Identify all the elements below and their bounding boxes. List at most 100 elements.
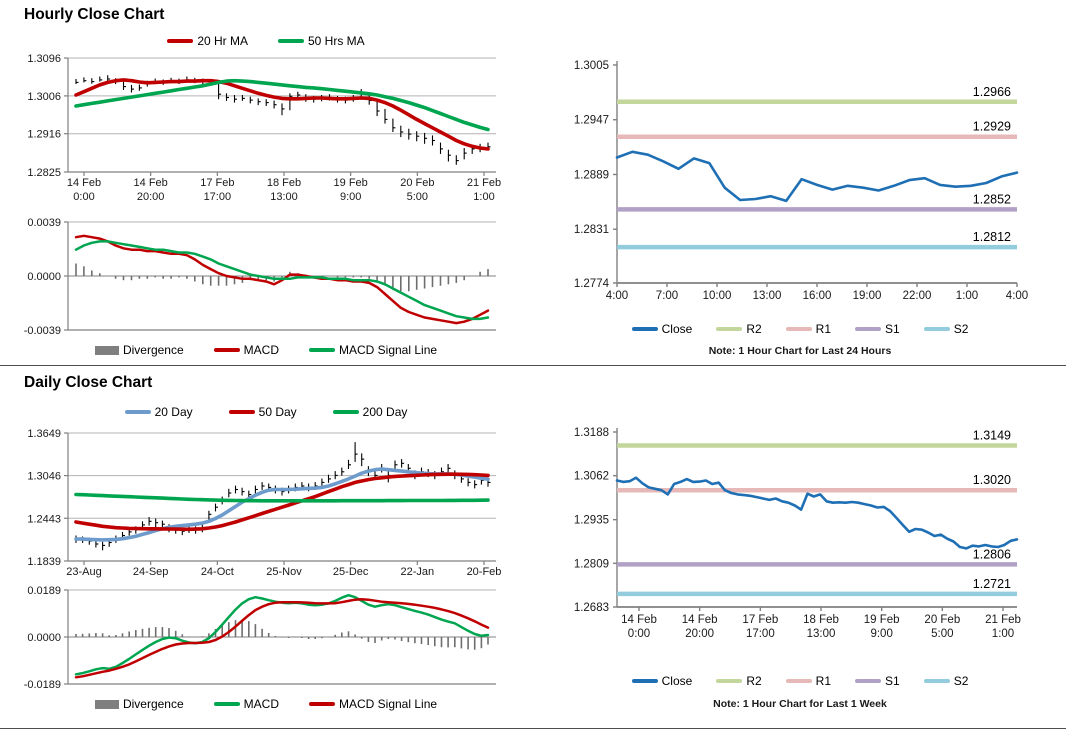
svg-text:1.2774: 1.2774 xyxy=(574,278,610,290)
svg-text:4:00: 4:00 xyxy=(1006,290,1028,302)
svg-text:25-Dec: 25-Dec xyxy=(333,566,369,578)
svg-text:13:00: 13:00 xyxy=(270,191,298,203)
daily-section-title: Daily Close Chart xyxy=(24,374,153,391)
svg-text:1:00: 1:00 xyxy=(473,191,494,203)
svg-text:24-Oct: 24-Oct xyxy=(201,566,234,578)
series-line-close xyxy=(615,476,1019,550)
svg-text:4:00: 4:00 xyxy=(606,290,628,302)
20-hr-ma-swatch-icon xyxy=(167,39,194,43)
daily-price-chart: 1.3649 1.3046 1.2443 1.1839 23-Aug 24-Sep 24-O… xyxy=(27,428,501,578)
divergence-bars xyxy=(75,263,489,292)
close-swatch-icon xyxy=(631,679,658,683)
legend-item-50-hrs-ma: 50 Hrs MA xyxy=(278,34,365,48)
svg-text:19:00: 19:00 xyxy=(853,290,882,302)
svg-text:1.3188: 1.3188 xyxy=(574,427,609,439)
series-line-macd-signal-line xyxy=(74,240,490,321)
series-line-20-hr-ma xyxy=(74,78,490,151)
legend-label: 200 Day xyxy=(362,405,408,419)
svg-text:1.3096: 1.3096 xyxy=(27,53,61,65)
legend-label: R1 xyxy=(815,322,831,336)
svg-text:22:00: 22:00 xyxy=(903,290,932,302)
svg-text:0:00: 0:00 xyxy=(73,191,94,203)
legend-label: Close xyxy=(661,322,693,336)
hourly-pivot-note: Note: 1 Hour Chart for Last 24 Hours xyxy=(708,345,892,357)
daily-macd-legend: Divergence MACD MACD Signal Line xyxy=(10,697,522,711)
svg-text:18 Feb: 18 Feb xyxy=(803,614,839,626)
series-line-50-day xyxy=(74,472,490,532)
section-divider xyxy=(0,365,1066,366)
svg-text:21 Feb: 21 Feb xyxy=(467,177,501,189)
svg-text:0.0000: 0.0000 xyxy=(27,271,61,283)
legend-item-s1: S1 xyxy=(855,674,900,688)
svg-text:1.2825: 1.2825 xyxy=(27,167,61,179)
svg-text:13:00: 13:00 xyxy=(807,628,836,640)
daily-pivot-note: Note: 1 Hour Chart for Last 1 Week xyxy=(713,698,887,710)
legend-label: S2 xyxy=(953,674,969,688)
legend-item-divergence: Divergence xyxy=(94,697,184,711)
svg-text:-0.0189: -0.0189 xyxy=(24,679,61,691)
bottom-divider xyxy=(0,728,1066,729)
legend-label: Divergence xyxy=(122,697,184,711)
200-day-swatch-icon xyxy=(332,410,359,414)
legend-label: MACD xyxy=(243,697,279,711)
legend-label: 20 Hr MA xyxy=(197,34,248,48)
r2-swatch-icon xyxy=(716,679,743,683)
legend-label: R1 xyxy=(815,674,831,688)
svg-text:1.3046: 1.3046 xyxy=(27,471,61,483)
svg-text:1.2916: 1.2916 xyxy=(27,129,61,141)
svg-text:1.3006: 1.3006 xyxy=(27,91,61,103)
svg-text:17 Feb: 17 Feb xyxy=(742,614,778,626)
svg-text:1.3649: 1.3649 xyxy=(27,428,61,440)
legend-item-s2: S2 xyxy=(923,674,969,688)
daily-price-legend: 20 Day 50 Day 200 Day xyxy=(10,405,522,419)
legend-item-r1: R1 xyxy=(785,674,831,688)
hourly-macd-chart: 0.0039 0.0000 -0.0039 xyxy=(24,217,496,337)
svg-text:22-Jan: 22-Jan xyxy=(401,566,435,578)
svg-text:25-Nov: 25-Nov xyxy=(266,566,302,578)
legend-item-r2: R2 xyxy=(716,322,762,336)
r1-swatch-icon xyxy=(785,679,812,683)
svg-text:0:00: 0:00 xyxy=(628,628,650,640)
legend-item-macd-signal-line: MACD Signal Line xyxy=(309,697,437,711)
50-hrs-ma-swatch-icon xyxy=(278,39,304,43)
legend-item-macd: MACD xyxy=(213,697,279,711)
hourly-macd-legend: Divergence MACD MACD Signal Line xyxy=(10,343,522,357)
price-bars xyxy=(75,75,491,165)
hourly-section-title: Hourly Close Chart xyxy=(24,6,165,23)
svg-text:1.2966: 1.2966 xyxy=(973,85,1011,99)
svg-text:1.3149: 1.3149 xyxy=(973,429,1011,443)
legend-label: 50 Day xyxy=(258,405,297,419)
divergence-swatch-icon xyxy=(94,345,119,355)
legend-item-50-day: 50 Day xyxy=(228,405,297,419)
macd-swatch-icon xyxy=(213,348,240,352)
series-line-200-day xyxy=(74,492,490,503)
svg-text:0.0189: 0.0189 xyxy=(27,585,61,597)
svg-text:5:00: 5:00 xyxy=(931,628,953,640)
svg-text:1.2443: 1.2443 xyxy=(27,513,61,525)
svg-text:18 Feb: 18 Feb xyxy=(267,177,301,189)
svg-text:1.3005: 1.3005 xyxy=(574,60,609,72)
svg-text:7:00: 7:00 xyxy=(656,290,678,302)
series-line-50-hrs-ma xyxy=(74,78,490,132)
daily-pivot-legend: Close R2 R1 S1 S2 xyxy=(540,674,1060,688)
hourly-price-chart: 1.3096 1.3006 1.2916 1.2825 14 Feb 0:00 14 Feb… xyxy=(27,53,501,203)
s2-swatch-icon xyxy=(923,327,950,331)
svg-text:1.2683: 1.2683 xyxy=(574,602,609,614)
svg-text:19 Feb: 19 Feb xyxy=(334,177,368,189)
svg-text:23-Aug: 23-Aug xyxy=(66,566,101,578)
r2-swatch-icon xyxy=(716,327,743,331)
svg-text:21 Feb: 21 Feb xyxy=(985,614,1021,626)
legend-item-macd: MACD xyxy=(213,343,279,357)
svg-text:17:00: 17:00 xyxy=(746,628,775,640)
50-day-swatch-icon xyxy=(228,410,255,414)
series-line-macd xyxy=(74,234,490,325)
svg-text:20 Feb: 20 Feb xyxy=(924,614,960,626)
legend-item-s1: S1 xyxy=(855,322,900,336)
svg-text:0.0039: 0.0039 xyxy=(27,217,61,229)
divergence-bars xyxy=(75,619,489,650)
svg-text:1.2889: 1.2889 xyxy=(574,169,609,181)
legend-item-r1: R1 xyxy=(785,322,831,336)
svg-text:1.3062: 1.3062 xyxy=(574,471,609,483)
s1-swatch-icon xyxy=(855,327,881,331)
